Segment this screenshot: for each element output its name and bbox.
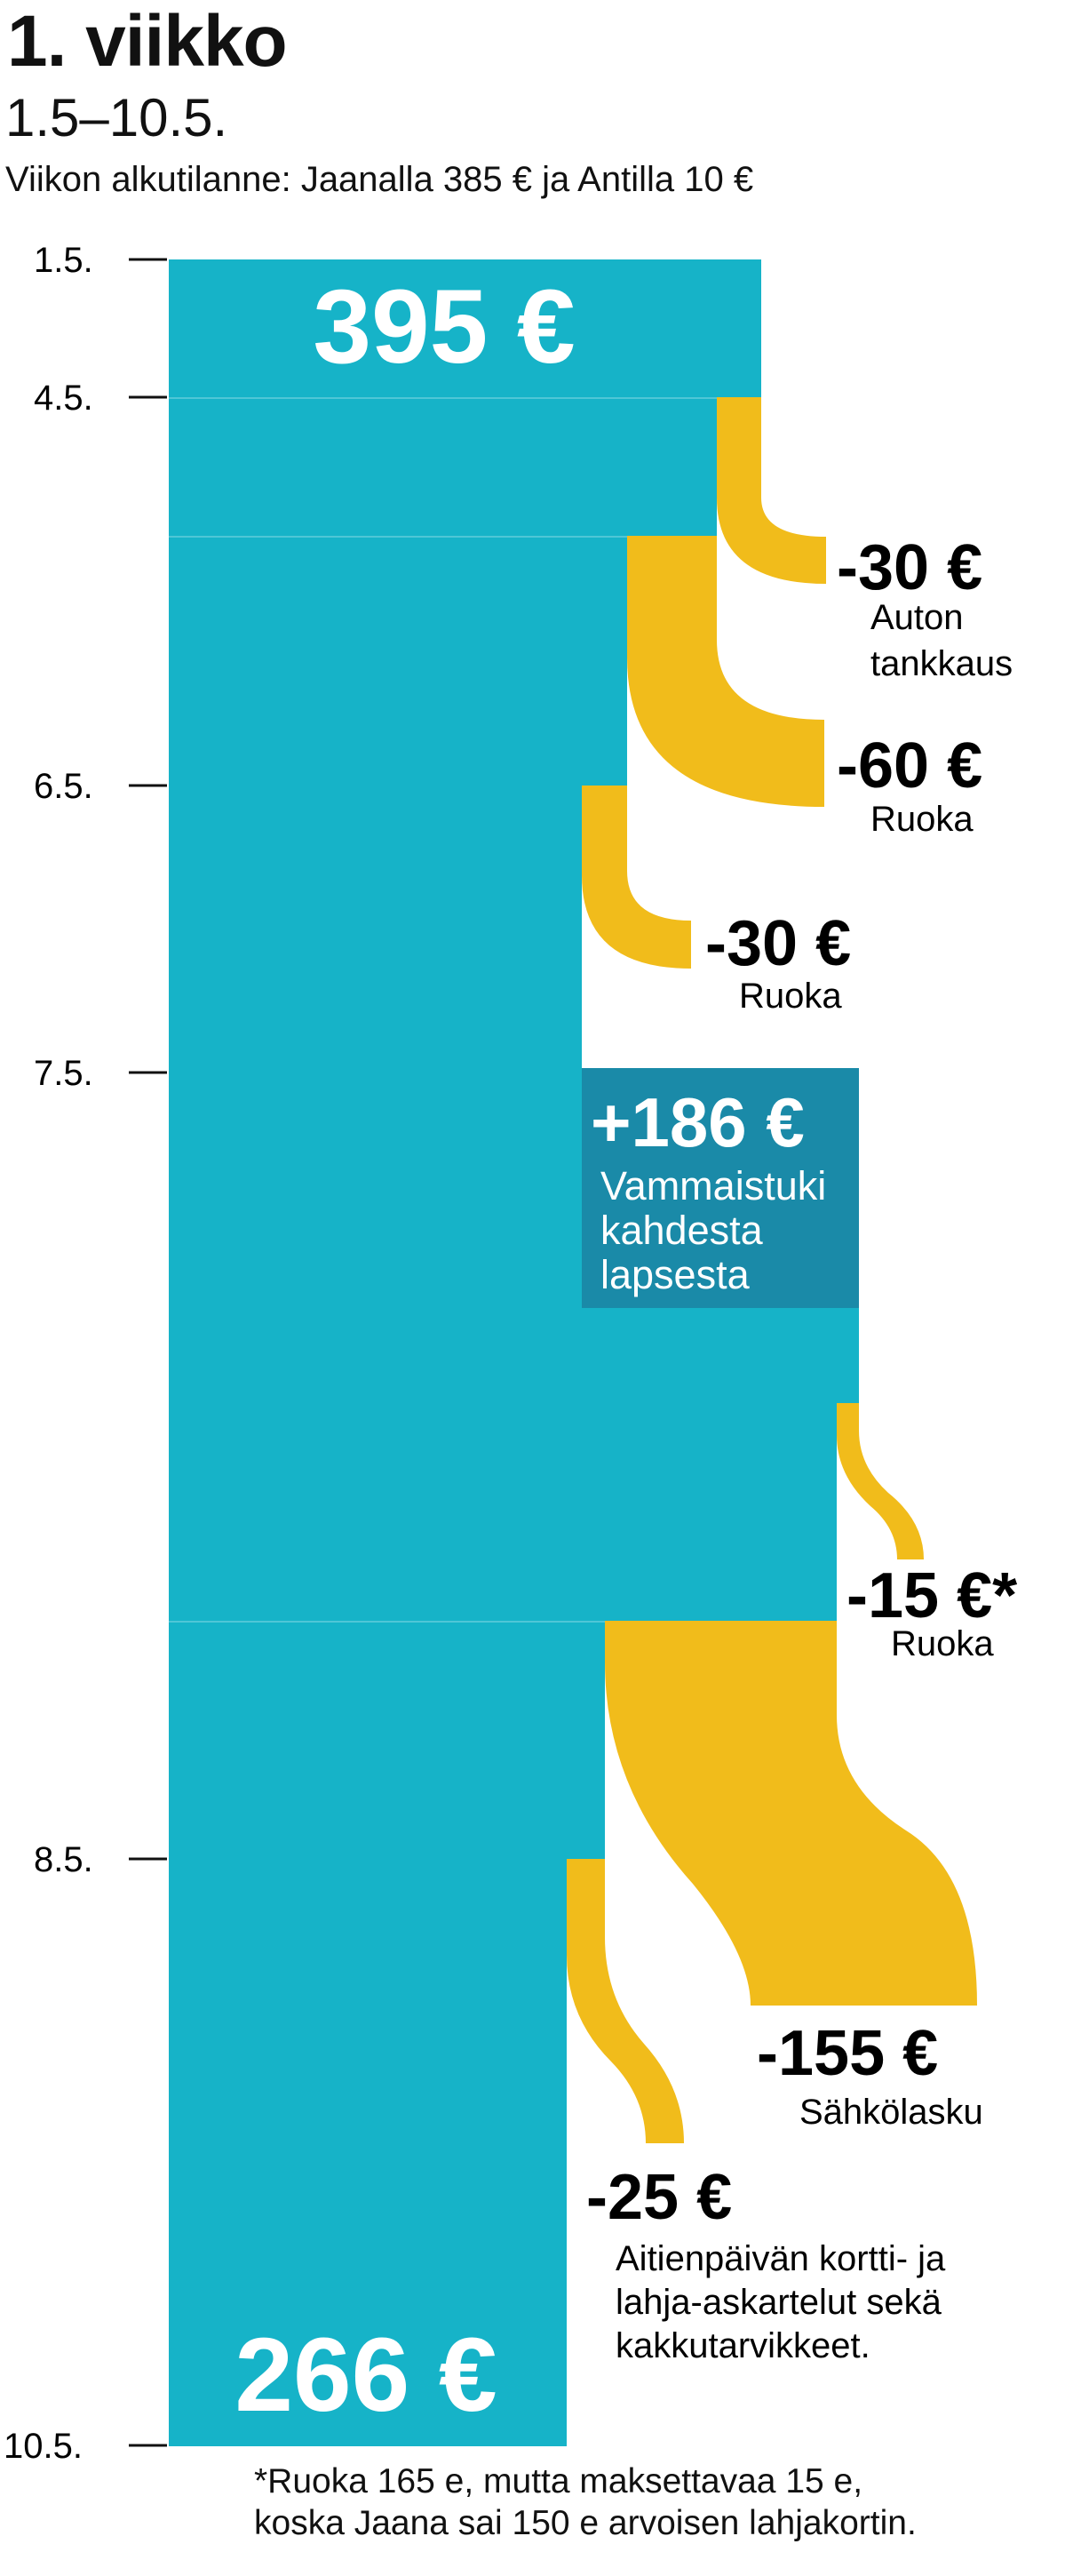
- flow-description: tankkaus: [870, 644, 1013, 683]
- start-balance-label: 395 €: [313, 268, 575, 386]
- balance-segment: [169, 397, 717, 537]
- expense-ribbon: [627, 536, 824, 807]
- flow-amount: -15 €*: [846, 1560, 1017, 1631]
- end-balance-label: 266 €: [234, 2317, 497, 2434]
- axis-tick-label: 4.5.: [34, 379, 93, 418]
- balance-segment: [169, 1073, 582, 1307]
- income-amount: +186 €: [591, 1083, 805, 1161]
- balance-segment: [169, 786, 582, 1073]
- footnote-line: *Ruoka 165 e, mutta maksettavaa 15 e,: [254, 2462, 863, 2500]
- flow-amount: -30 €: [837, 532, 982, 603]
- expense-ribbon: [567, 1859, 684, 2143]
- date-axis: 1.5. 4.5. 6.5. 7.5. 8.5. 10.5.: [4, 241, 167, 2466]
- flow-description: Sähkölasku: [799, 2093, 983, 2132]
- flow-description: Aitienpäivän kortti- ja: [616, 2239, 946, 2278]
- expense-ribbon: [605, 1621, 977, 2006]
- income-description: lapsesta: [600, 1252, 751, 1297]
- income-description: Vammaistuki: [600, 1163, 826, 1208]
- flow-amount: -30 €: [705, 908, 851, 979]
- date-range: 1.5–10.5.: [5, 88, 228, 148]
- intro-text: Viikon alkutilanne: Jaanalla 385 € ja An…: [5, 160, 754, 199]
- expense-ribbons: [567, 397, 977, 2143]
- balance-segment: [169, 1859, 567, 2446]
- flow-amount: -25 €: [586, 2162, 732, 2233]
- axis-tick-label: 1.5.: [34, 241, 93, 280]
- flow-amount: -60 €: [837, 730, 982, 802]
- flow-description: Ruoka: [739, 977, 842, 1016]
- axis-tick-label: 7.5.: [34, 1054, 93, 1093]
- expense-ribbon: [582, 786, 691, 969]
- axis-tick-label: 8.5.: [34, 1840, 93, 1879]
- footnote: *Ruoka 165 e, mutta maksettavaa 15 e, ko…: [254, 2461, 917, 2545]
- flow-description: Auton: [870, 598, 964, 637]
- flow-description: Ruoka: [891, 1624, 994, 1663]
- flow-amount: -155 €: [757, 2018, 938, 2089]
- expense-ribbon: [837, 1403, 924, 1559]
- page-title: 1. viikko: [7, 1, 288, 82]
- axis-tick-label: 6.5.: [34, 767, 93, 806]
- balance-segment: [169, 1621, 605, 1861]
- income-description: kahdesta: [600, 1208, 764, 1253]
- balance-column: [169, 259, 859, 2446]
- flow-description: Ruoka: [870, 800, 974, 839]
- expense-ribbon: [717, 397, 826, 584]
- flow-description: kakkutarvikkeet.: [616, 2326, 870, 2365]
- income-block: [582, 1068, 859, 1308]
- balance-segment: [169, 1306, 859, 1404]
- balance-segment: [169, 259, 761, 398]
- balance-segment: [169, 536, 627, 786]
- axis-tick-label: 10.5.: [4, 2427, 83, 2466]
- balance-segment: [169, 1403, 837, 1622]
- flow-description: lahja-askartelut sekä: [616, 2283, 942, 2322]
- footnote-line: koska Jaana sai 150 e arvoisen lahjakort…: [254, 2503, 917, 2542]
